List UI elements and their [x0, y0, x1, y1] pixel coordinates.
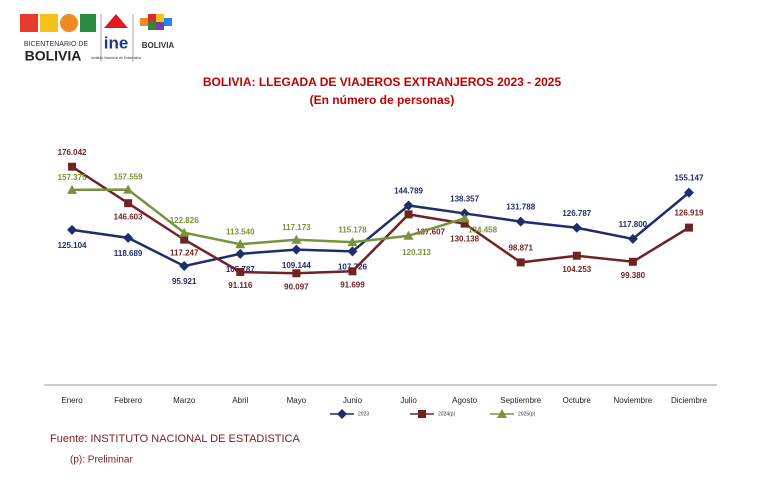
data-label: 144.789 [394, 187, 423, 196]
marker [67, 224, 78, 235]
marker [418, 410, 426, 418]
marker [291, 244, 302, 255]
logo-text: BOLIVIA [25, 48, 82, 64]
x-tick-label: Febrero [114, 396, 143, 405]
marker [403, 200, 414, 211]
marker [684, 223, 693, 232]
source: Fuente: INSTITUTO NACIONAL DE ESTADISTIC… [50, 433, 300, 445]
x-tick-label: Marzo [173, 396, 196, 405]
marker [179, 227, 190, 237]
marker [235, 248, 246, 259]
logo-ine: ine Instituto Nacional de Estadística [91, 14, 141, 60]
data-label: 137.607 [416, 227, 445, 236]
marker [683, 187, 694, 198]
data-label: 138.357 [450, 195, 479, 204]
marker [627, 233, 638, 244]
data-label: 126.787 [562, 209, 591, 218]
marker [123, 184, 134, 194]
marker [123, 232, 134, 243]
series-line [71, 165, 690, 275]
data-label: 134.458 [468, 225, 497, 234]
legend-label: 2023 [358, 411, 369, 417]
data-label: 125.104 [58, 241, 87, 250]
data-label: 117.247 [170, 249, 199, 258]
data-label: 90.097 [284, 282, 309, 291]
note: (p): Preliminar [70, 455, 133, 466]
marker [124, 199, 133, 208]
data-label: 91.699 [340, 280, 365, 289]
marker [179, 261, 190, 272]
marker [291, 234, 302, 244]
logo-text: BOLIVIA [142, 41, 175, 50]
marker [235, 239, 246, 249]
data-label: 107.726 [338, 263, 367, 272]
logo-text: Instituto Nacional de Estadística [91, 56, 141, 60]
x-tick-label: Mayo [287, 396, 307, 405]
marker [497, 409, 507, 418]
data-label: 113.540 [226, 227, 255, 236]
logo-bicentenario: BICENTENARIO DE BOLIVIA [20, 14, 96, 64]
data-label: 122.826 [170, 216, 199, 225]
data-label: 155.147 [674, 174, 703, 183]
x-tick-label: Enero [61, 396, 83, 405]
data-label: 117.800 [619, 220, 648, 229]
marker [516, 258, 525, 267]
marker [459, 213, 470, 223]
data-label: 157.375 [58, 173, 87, 182]
marker [460, 219, 469, 228]
data-label: 118.689 [114, 249, 143, 258]
marker [572, 251, 581, 260]
marker [571, 222, 582, 233]
x-tick-label: Agosto [452, 396, 477, 405]
logo-text: ine [104, 33, 129, 52]
marker [347, 237, 358, 247]
data-label: 95.921 [172, 277, 197, 286]
data-label: 146.603 [114, 212, 143, 221]
chart-subtitle: (En número de personas) [310, 93, 455, 107]
marker [67, 184, 78, 194]
x-tick-label: Diciembre [671, 396, 708, 405]
marker [337, 409, 347, 419]
logo-estado: BOLIVIA [140, 14, 174, 50]
data-label: 176.042 [58, 148, 87, 157]
marker [236, 268, 245, 277]
marker [515, 216, 526, 227]
marker [68, 162, 77, 171]
data-label: 115.178 [338, 225, 367, 234]
data-label: 98.871 [508, 244, 533, 253]
marker [292, 269, 301, 278]
legend-label: 2025(p) [518, 411, 536, 417]
data-label: 117.173 [282, 223, 311, 232]
data-label: 104.253 [562, 265, 591, 274]
data-label: 120.313 [402, 248, 431, 257]
data-label: 99.380 [621, 271, 646, 280]
marker [404, 210, 413, 219]
x-tick-label: Octubre [563, 396, 592, 405]
marker [403, 230, 414, 240]
x-tick-label: Noviembre [614, 396, 653, 405]
x-tick-label: Julio [400, 396, 417, 405]
series-line [72, 188, 465, 246]
data-label: 109.144 [282, 261, 311, 270]
x-tick-label: Abril [232, 396, 248, 405]
data-label: 157.559 [114, 173, 143, 182]
legend-label: 2024(p) [438, 411, 456, 417]
data-label: 126.919 [674, 209, 703, 218]
data-label: 130.138 [450, 235, 479, 244]
marker [347, 246, 358, 257]
series-line [71, 191, 690, 268]
chart-title: BOLIVIA: LLEGADA DE VIAJEROS EXTRANJEROS… [203, 75, 562, 89]
x-tick-label: Junio [343, 396, 363, 405]
data-label: 91.116 [228, 281, 253, 290]
data-label: 131.788 [506, 203, 535, 212]
x-tick-label: Septiembre [500, 396, 541, 405]
plot: Enero Febrero Marzo Abril Mayo Junio Julio Agos… [58, 148, 708, 419]
marker [628, 257, 637, 266]
marker [348, 267, 357, 276]
marker [180, 235, 189, 244]
logo-text: BICENTENARIO DE [24, 41, 89, 48]
